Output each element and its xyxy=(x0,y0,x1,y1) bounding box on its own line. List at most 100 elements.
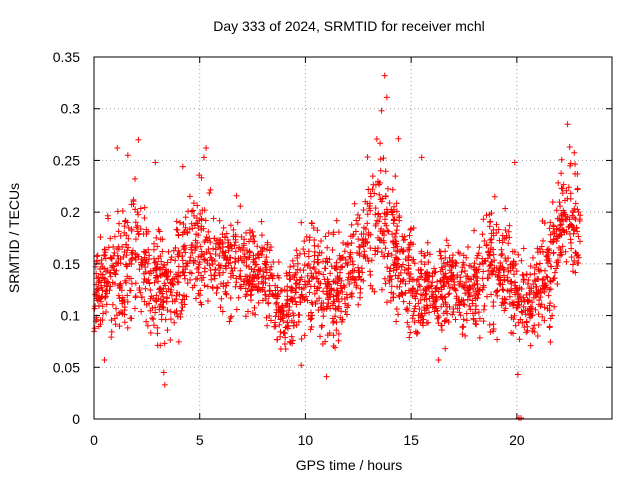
data-point xyxy=(324,244,331,251)
data-point xyxy=(423,290,430,297)
y-tick-label: 0.3 xyxy=(61,101,81,117)
data-point xyxy=(571,149,578,156)
data-point xyxy=(201,239,208,246)
data-point xyxy=(458,298,465,305)
data-point xyxy=(221,233,228,240)
data-point xyxy=(364,220,371,227)
data-point xyxy=(223,230,230,237)
data-point xyxy=(335,330,342,337)
data-point xyxy=(356,267,363,274)
data-point xyxy=(211,258,218,265)
data-point xyxy=(309,301,316,308)
data-point xyxy=(320,271,327,278)
data-point xyxy=(388,251,395,258)
data-point xyxy=(201,256,208,263)
data-point xyxy=(411,260,418,267)
data-point xyxy=(243,262,250,269)
data-point xyxy=(154,330,161,337)
data-point xyxy=(326,256,333,263)
data-point xyxy=(308,219,315,226)
data-point xyxy=(339,263,346,270)
x-tick-label: 20 xyxy=(509,432,525,448)
data-point xyxy=(486,219,493,226)
data-point xyxy=(111,233,118,240)
data-point xyxy=(333,217,340,224)
data-point xyxy=(422,285,429,292)
data-point xyxy=(556,199,563,206)
data-point xyxy=(475,309,482,316)
x-tick-label: 10 xyxy=(298,432,314,448)
data-point xyxy=(508,278,515,285)
data-point xyxy=(539,237,546,244)
data-point xyxy=(179,163,186,170)
data-point xyxy=(496,265,503,272)
data-point xyxy=(575,209,582,216)
data-point xyxy=(544,249,551,256)
data-point xyxy=(393,318,400,325)
data-point xyxy=(463,317,470,324)
data-point xyxy=(308,275,315,282)
data-point xyxy=(232,236,239,243)
data-point xyxy=(329,247,336,254)
data-point xyxy=(499,295,506,302)
data-point xyxy=(183,293,190,300)
data-point xyxy=(207,239,214,246)
data-point xyxy=(237,203,244,210)
data-point xyxy=(383,299,390,306)
data-point xyxy=(338,308,345,315)
data-point xyxy=(460,259,467,266)
data-point xyxy=(243,256,250,263)
data-point xyxy=(364,200,371,207)
data-point xyxy=(277,345,284,352)
data-point xyxy=(181,242,188,249)
data-point xyxy=(162,269,169,276)
data-point xyxy=(427,302,434,309)
data-point xyxy=(440,281,447,288)
data-point xyxy=(438,322,445,329)
data-point xyxy=(131,305,138,312)
data-point xyxy=(490,251,497,258)
data-point xyxy=(149,315,156,322)
data-point xyxy=(440,301,447,308)
data-point xyxy=(564,195,571,202)
data-point xyxy=(555,179,562,186)
data-point xyxy=(103,282,110,289)
data-point xyxy=(526,297,533,304)
axis-ticks: 0 5 10 15 20 0 0.05 0.1 0.15 0.2 0.25 0.3 0.35 xyxy=(53,49,612,448)
data-point xyxy=(359,237,366,244)
data-point xyxy=(437,278,444,285)
data-point xyxy=(198,223,205,230)
data-point xyxy=(460,283,467,290)
data-point xyxy=(517,316,524,323)
data-point xyxy=(532,293,539,300)
data-point xyxy=(134,228,141,235)
data-point xyxy=(147,270,154,277)
data-point xyxy=(101,252,108,259)
data-point xyxy=(380,228,387,235)
data-point xyxy=(333,327,340,334)
data-point xyxy=(485,275,492,282)
data-point xyxy=(249,286,256,293)
data-point xyxy=(307,265,314,272)
data-point xyxy=(512,279,519,286)
data-point xyxy=(189,249,196,256)
data-point xyxy=(194,220,201,227)
data-point xyxy=(410,312,417,319)
data-point xyxy=(554,281,561,288)
data-point xyxy=(523,329,530,336)
data-point xyxy=(356,215,363,222)
data-point xyxy=(240,281,247,288)
data-point xyxy=(391,261,398,268)
data-point xyxy=(298,274,305,281)
data-point xyxy=(510,258,517,265)
data-point xyxy=(218,295,225,302)
data-point xyxy=(210,215,217,222)
data-point xyxy=(328,285,335,292)
data-point xyxy=(126,260,133,267)
data-point xyxy=(501,307,508,314)
data-point xyxy=(233,306,240,313)
data-point xyxy=(501,277,508,284)
data-point xyxy=(233,279,240,286)
data-point xyxy=(212,246,219,253)
data-point xyxy=(530,281,537,288)
